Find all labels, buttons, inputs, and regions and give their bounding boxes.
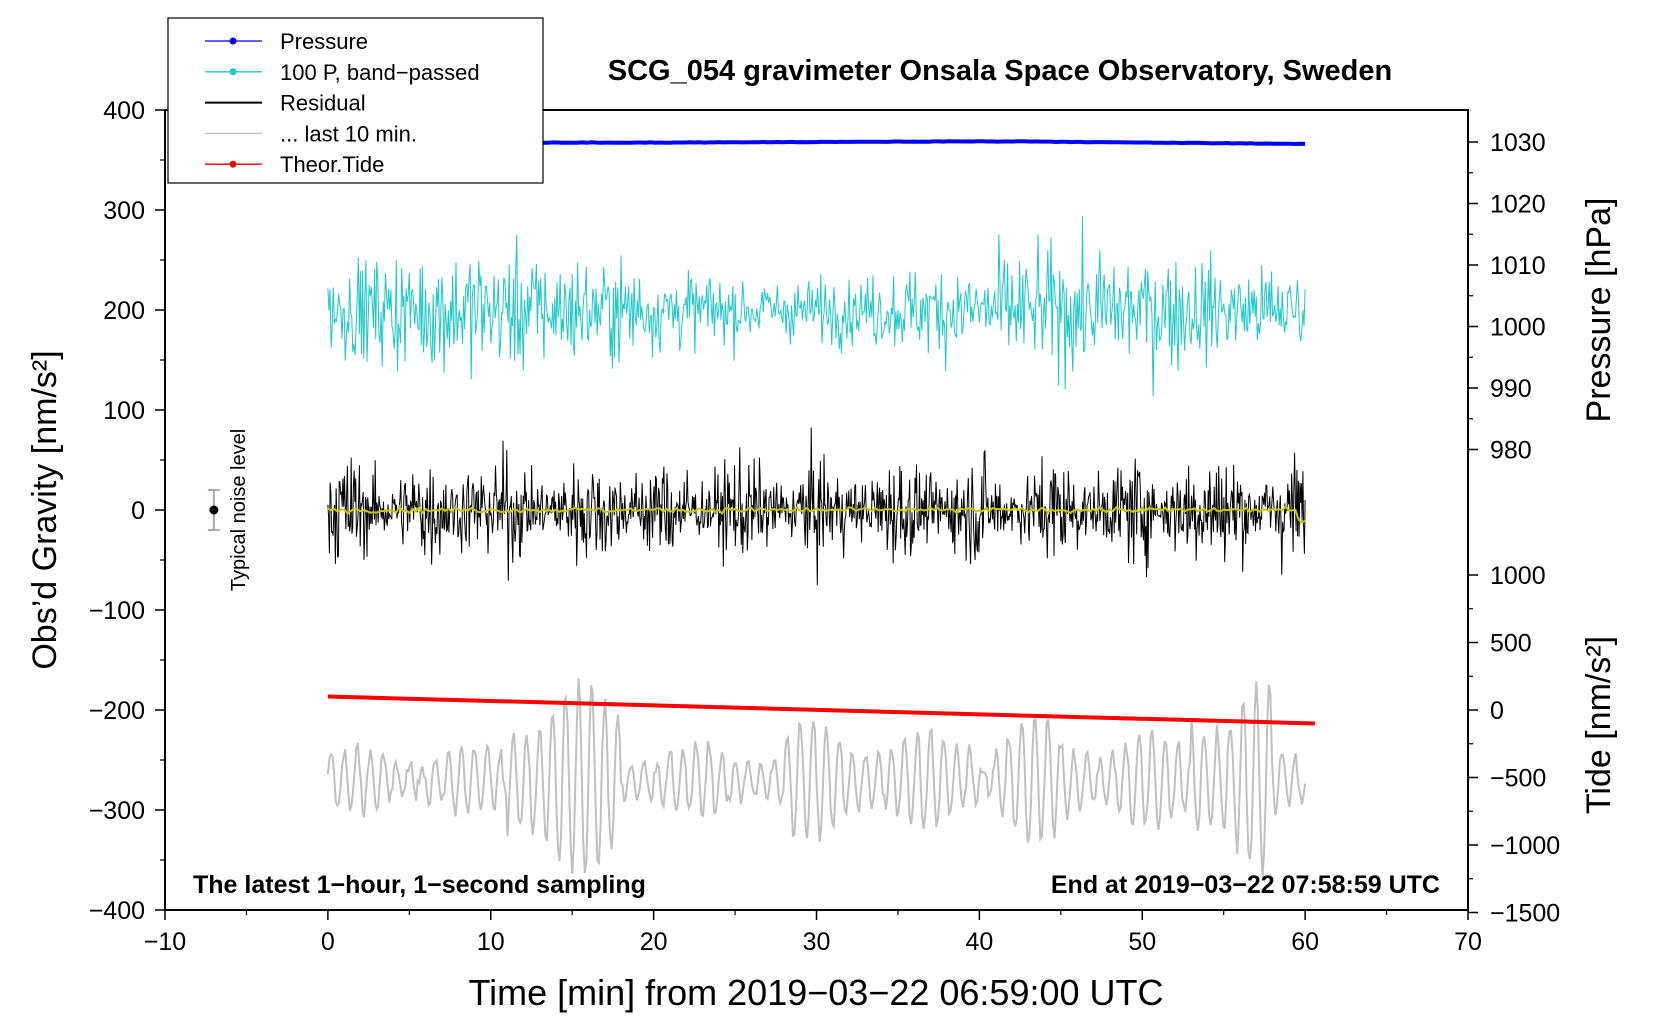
y-tick-label: 200 <box>103 297 145 325</box>
x-axis-label: Time [min] from 2019−03−22 06:59:00 UTC <box>468 972 1163 1013</box>
legend: Pressure 100 P, band−passed Residual ... la… <box>167 17 544 184</box>
end-time-annotation: End at 2019−03−22 07:58:59 UTC <box>1051 871 1440 899</box>
legend-marker <box>229 37 237 45</box>
legend-label: 100 P, band−passed <box>280 60 480 85</box>
sampling-annotation: The latest 1−hour, 1−second sampling <box>193 871 646 899</box>
y-tick-label: −300 <box>89 797 145 825</box>
chart-title: SCG_054 gravimeter Onsala Space Observat… <box>608 55 1392 87</box>
y-axis-label-left: Obs’d Gravity [nm/s²] <box>26 350 64 669</box>
x-tick-label: 60 <box>1291 928 1319 956</box>
y-tick-label: 100 <box>103 397 145 425</box>
x-tick-label: −10 <box>144 928 186 956</box>
noise-label: Typical noise level <box>228 429 250 591</box>
band-passed-pressure-line <box>327 216 1306 397</box>
x-tick-label: 70 <box>1454 928 1482 956</box>
x-tick-label: 40 <box>965 928 993 956</box>
y-tick-label: −100 <box>89 597 145 625</box>
y-axis-pressure: 1030 1020 1010 1000 990 980 <box>1468 129 1546 465</box>
noise-point <box>209 505 219 515</box>
series-layer <box>326 139 1315 879</box>
legend-label: ... last 10 min. <box>280 121 417 146</box>
legend-box <box>167 17 544 184</box>
y-axis-label-tide: Tide [nm/s²] <box>1580 636 1618 814</box>
residual-smoothed-line <box>327 504 1306 524</box>
legend-marker <box>229 160 237 168</box>
pressure-tick-label: 1010 <box>1490 252 1546 280</box>
tide-tick-label: 0 <box>1490 697 1504 725</box>
x-tick-label: 20 <box>640 928 668 956</box>
tide-tick-label: −1000 <box>1490 832 1560 860</box>
y-tick-label: −200 <box>89 697 145 725</box>
pressure-tick-label: 1000 <box>1490 314 1546 342</box>
legend-label: Pressure <box>280 29 368 54</box>
tide-tick-label: −1500 <box>1490 900 1560 928</box>
legend-label: Theor.Tide <box>280 152 384 177</box>
tide-tick-label: 500 <box>1490 630 1532 658</box>
x-tick-label: 0 <box>321 928 335 956</box>
x-axis: −10 0 10 20 30 40 50 60 70 <box>144 910 1482 956</box>
y-axis-left: 400 300 200 100 0 −100 −200 −300 −400 <box>89 97 165 925</box>
tide-tick-label: −500 <box>1490 765 1546 793</box>
y-tick-label: −400 <box>89 897 145 925</box>
x-tick-label: 10 <box>477 928 505 956</box>
x-tick-label: 30 <box>803 928 831 956</box>
residual-line <box>327 427 1306 586</box>
y-axis-label-pressure: Pressure [hPa] <box>1580 198 1618 423</box>
y-axis-tide: 1000 500 0 −500 −1000 −1500 <box>1468 562 1560 928</box>
pressure-tick-label: 980 <box>1490 437 1532 465</box>
y-tick-label: 0 <box>131 497 145 525</box>
legend-label: Residual <box>280 91 366 116</box>
pressure-tick-label: 990 <box>1490 375 1532 403</box>
x-tick-label: 50 <box>1128 928 1156 956</box>
tide-tick-label: 1000 <box>1490 562 1546 590</box>
noise-indicator <box>207 489 220 531</box>
theor-tide-line <box>327 694 1315 726</box>
y-tick-label: 400 <box>103 97 145 125</box>
legend-marker <box>229 68 237 76</box>
last-10-min-line <box>326 678 1307 879</box>
pressure-tick-label: 1020 <box>1490 191 1546 219</box>
pressure-tick-label: 1030 <box>1490 129 1546 157</box>
y-tick-label: 300 <box>103 197 145 225</box>
